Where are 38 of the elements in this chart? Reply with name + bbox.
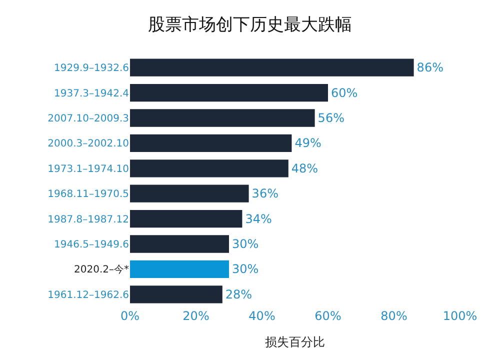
data-label: 49% [294,136,322,150]
x-axis-title: 损失百分比 [265,334,325,349]
bar [130,260,229,278]
x-tick-label: 80% [380,309,408,323]
data-label: 30% [232,237,259,251]
bar [130,109,315,127]
data-label: 28% [225,287,252,302]
y-tick-label: 1937.3–1942.4 [54,88,129,100]
y-tick-label: 2007.10–2009.3 [48,114,129,124]
chart-title: 股票市场创下历史最大跌幅 [148,14,352,35]
bar [130,58,414,76]
bar [130,286,222,304]
bar [130,184,249,202]
y-tick-label: 1987.8–1987.12 [48,214,129,226]
y-tick-label: 1946.5–1949.6 [54,240,129,250]
bar [130,210,242,228]
x-tick-label: 60% [314,309,342,323]
bar [130,235,229,253]
y-tick-label: 2000.3–2002.10 [48,138,129,150]
bar [130,134,292,152]
data-label: 60% [331,86,358,100]
x-tick-label: 100% [442,309,478,323]
y-tick-label: 1961.12–1962.6 [48,290,129,301]
data-label: 86% [416,60,444,75]
x-tick-label: 0% [120,309,140,323]
data-label: 30% [232,262,259,276]
y-tick-label: 2020.2–今* [74,264,129,276]
bar [130,84,328,102]
bar [130,160,288,178]
y-tick-label: 1968.11–1970.5 [48,189,129,200]
data-label: 48% [291,161,318,176]
y-tick-label: 1973.1–1974.10 [48,164,129,175]
x-tick-label: 40% [248,309,276,323]
data-label: 56% [318,111,344,125]
data-label: 34% [245,212,272,226]
x-tick-label: 20% [182,309,210,323]
y-tick-label: 1929.9–1932.6 [54,63,129,74]
data-label: 36% [252,186,278,201]
